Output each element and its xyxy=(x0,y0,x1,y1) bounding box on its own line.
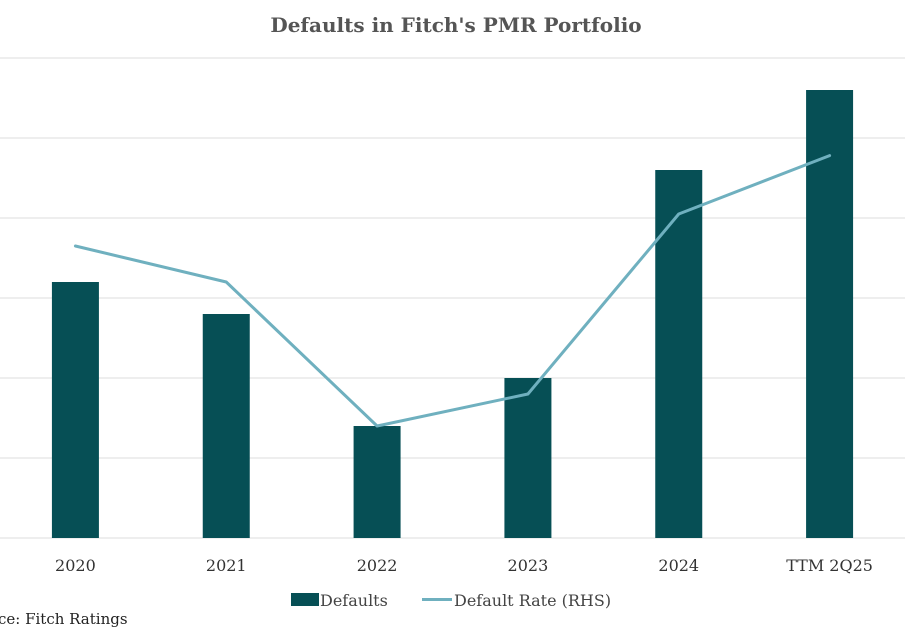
gridlines xyxy=(0,57,905,539)
x-tick-label: TTM 2Q25 xyxy=(786,556,873,575)
legend-label-default-rate: Default Rate (RHS) xyxy=(454,591,611,610)
legend: Defaults Default Rate (RHS) xyxy=(291,591,611,610)
x-tick-label: 2020 xyxy=(55,556,96,575)
bar-defaults-2020 xyxy=(51,282,99,538)
bar-defaults-2023 xyxy=(504,378,552,538)
x-tick-label: 2024 xyxy=(658,556,699,575)
line-default-rate-path xyxy=(73,154,832,428)
legend-label-defaults: Defaults xyxy=(320,591,388,610)
x-tick-label: 2021 xyxy=(206,556,247,575)
bar-defaults-ttm-2q25 xyxy=(806,90,854,538)
bars-defaults xyxy=(51,90,854,538)
x-axis-ticks: 2020 2021 2022 2023 2024 TTM 2Q25 xyxy=(55,556,873,575)
legend-swatch-defaults xyxy=(291,593,319,606)
bar-defaults-2024 xyxy=(655,170,703,538)
line-default-rate xyxy=(73,154,832,428)
x-tick-label: 2023 xyxy=(508,556,549,575)
bar-defaults-2021 xyxy=(202,314,250,538)
chart-title: Defaults in Fitch's PMR Portfolio xyxy=(270,13,641,37)
source-note: ce: Fitch Ratings xyxy=(0,610,128,628)
bar-defaults-2022 xyxy=(353,426,401,538)
x-tick-label: 2022 xyxy=(357,556,398,575)
